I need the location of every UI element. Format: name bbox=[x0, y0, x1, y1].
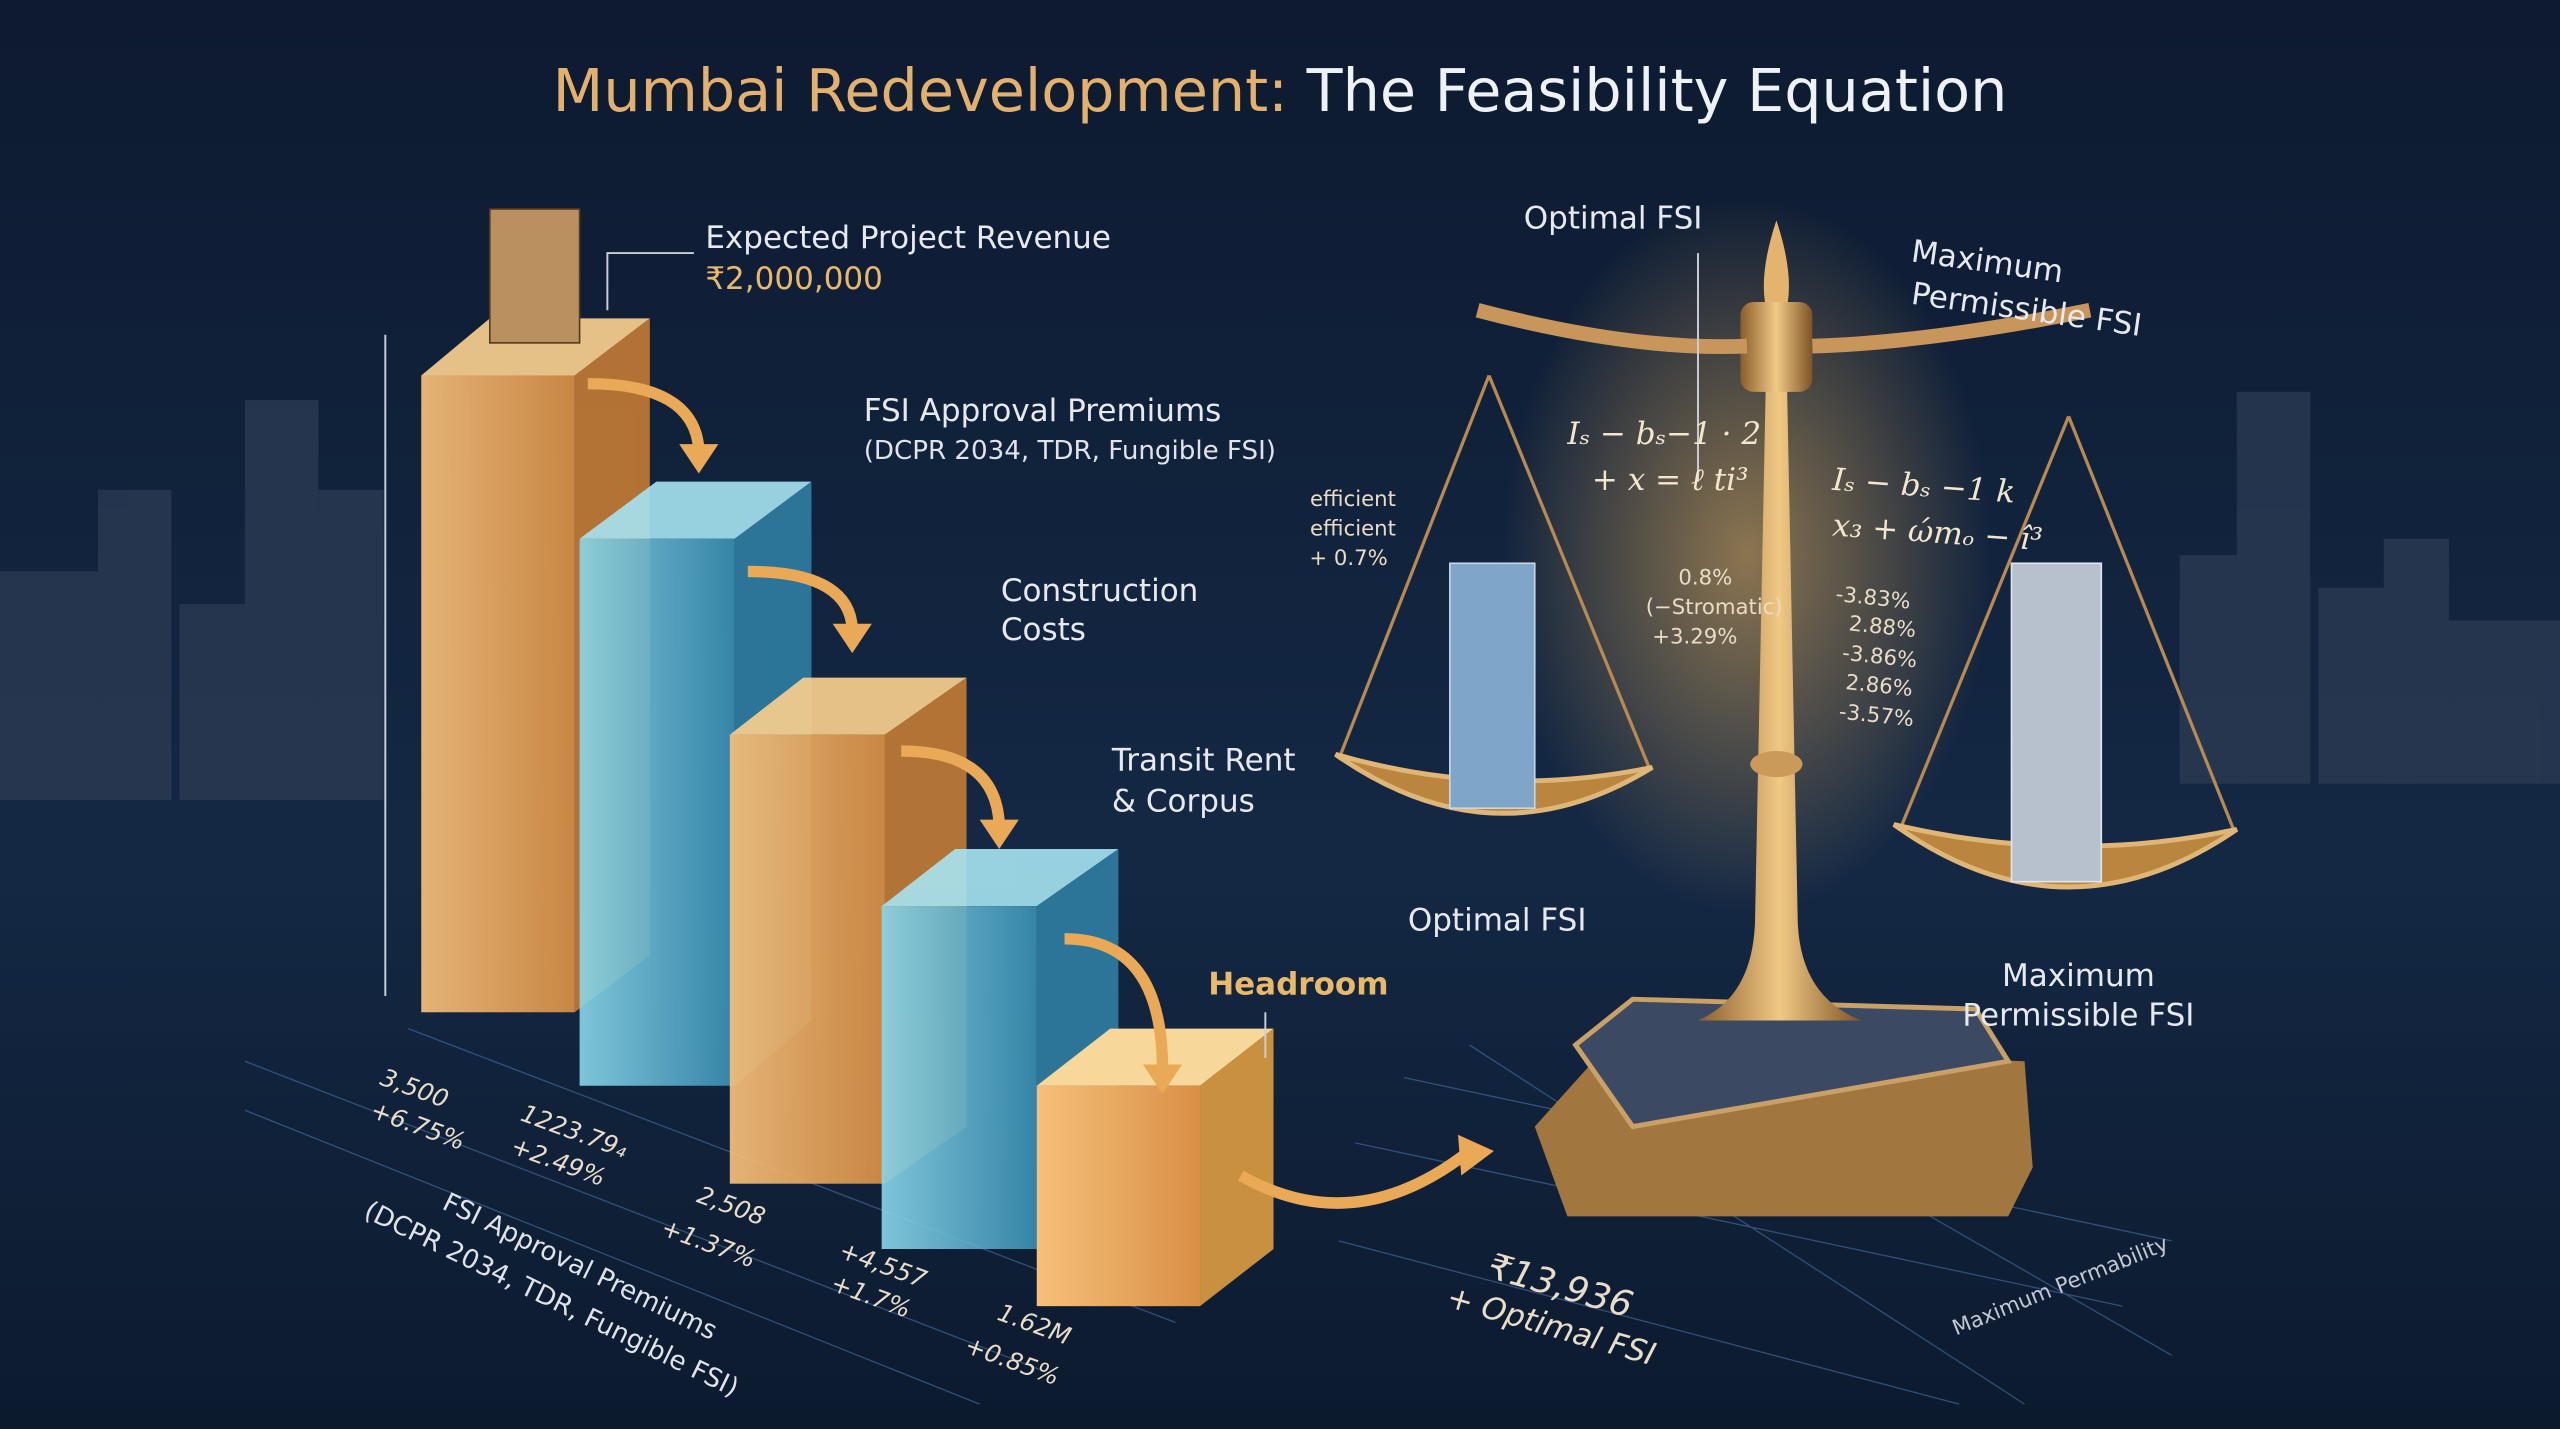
note: efficient bbox=[1310, 487, 1396, 512]
step-label: Transit Rent bbox=[1111, 743, 1296, 779]
step-sub: ₹2,000,000 bbox=[705, 261, 883, 297]
note: +3.29% bbox=[1652, 624, 1737, 649]
note: + 0.7% bbox=[1309, 546, 1387, 571]
title-part: The Feasibility Equation bbox=[1306, 56, 2008, 125]
note: (−Stromatic) bbox=[1646, 595, 1783, 620]
glow bbox=[1502, 195, 1992, 915]
pan-label: Maximum bbox=[2002, 958, 2155, 994]
step-sub: & Corpus bbox=[1112, 783, 1255, 819]
flow-arrows bbox=[587, 377, 1473, 1209]
arrow-heads bbox=[679, 444, 1494, 1176]
step-label: Construction bbox=[1001, 573, 1198, 609]
step-label: FSI Approval Premiums bbox=[864, 393, 1222, 429]
formula: + x = ℓ ti³ bbox=[1592, 462, 1749, 498]
note: 0.8% bbox=[1678, 566, 1732, 591]
title-part: Mumbai Redevelopment: bbox=[553, 56, 1288, 125]
step-label: Expected Project Revenue bbox=[705, 220, 1111, 256]
skyline bbox=[0, 391, 2560, 801]
scene: Mumbai Redevelopment: The Feasibility Eq… bbox=[0, 56, 2560, 1405]
step-label: Headroom bbox=[1208, 966, 1388, 1002]
pan-label: Optimal FSI bbox=[1408, 903, 1587, 939]
title: Mumbai Redevelopment: The Feasibility Eq… bbox=[553, 56, 2008, 125]
pan-label: Permissible FSI bbox=[1962, 997, 2194, 1033]
box bbox=[1036, 1028, 1274, 1307]
note: efficient bbox=[1310, 517, 1396, 542]
leader bbox=[606, 252, 694, 311]
formula: Iₛ − bₛ−1 · 2 bbox=[1566, 416, 1761, 452]
scale-label: Optimal FSI bbox=[1524, 201, 1703, 237]
step-sub: (DCPR 2034, TDR, Fungible FSI) bbox=[864, 436, 1276, 466]
step-sub: Costs bbox=[1001, 612, 1086, 648]
scale bbox=[1334, 220, 2239, 1217]
